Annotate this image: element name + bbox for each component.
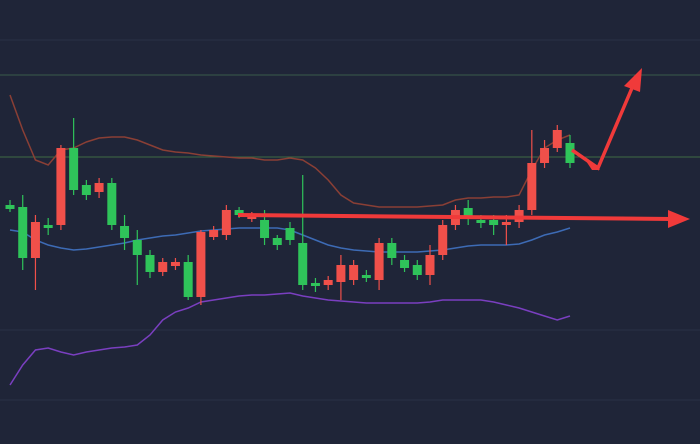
candle-body <box>476 220 486 223</box>
background-grid <box>0 39 700 401</box>
candle-body <box>120 226 130 238</box>
candle-body <box>527 163 537 210</box>
candle-body <box>69 148 79 190</box>
candle-body <box>234 210 244 215</box>
candle-body <box>463 208 473 218</box>
candle-body <box>158 262 168 272</box>
candle-body <box>170 262 180 266</box>
candle-body <box>43 225 53 228</box>
arrow-head <box>624 68 642 92</box>
candle-body <box>221 210 231 235</box>
annotations <box>237 68 690 228</box>
arrow-line <box>237 213 673 221</box>
candle-body <box>196 232 206 297</box>
candle-body <box>412 265 422 275</box>
candle-body <box>374 243 384 280</box>
candle-body <box>310 283 320 286</box>
candle-body <box>489 220 499 225</box>
arrow-head <box>584 158 600 170</box>
candle-body <box>5 205 15 209</box>
candle-body <box>81 185 91 195</box>
candle-body <box>18 207 28 258</box>
band-line <box>9 94 571 208</box>
candle-body <box>56 148 66 225</box>
candle-body <box>298 243 308 285</box>
candle-body <box>349 265 359 280</box>
candle-body <box>145 255 155 272</box>
candle-body <box>501 222 511 225</box>
candle-body <box>107 183 117 225</box>
candle-body <box>438 225 448 255</box>
arrow-line <box>571 87 634 171</box>
candle-body <box>323 280 333 285</box>
candle-body <box>540 148 550 163</box>
candle-body <box>425 255 435 275</box>
band-line <box>9 292 571 386</box>
candle-body <box>400 260 410 268</box>
candle-body <box>94 183 104 192</box>
candles <box>5 118 575 305</box>
candle-body <box>209 230 219 237</box>
candle-body <box>132 240 142 255</box>
candle-body <box>387 243 397 258</box>
candle-body <box>552 130 562 148</box>
candle-body <box>336 265 346 282</box>
candle-body <box>183 262 193 297</box>
candle-body <box>30 222 40 258</box>
candle-body <box>272 238 282 245</box>
candle-body <box>260 220 270 238</box>
arrow-head <box>668 210 690 228</box>
candle-body <box>565 143 575 163</box>
candle-body <box>285 228 295 240</box>
candle-body <box>361 275 371 278</box>
